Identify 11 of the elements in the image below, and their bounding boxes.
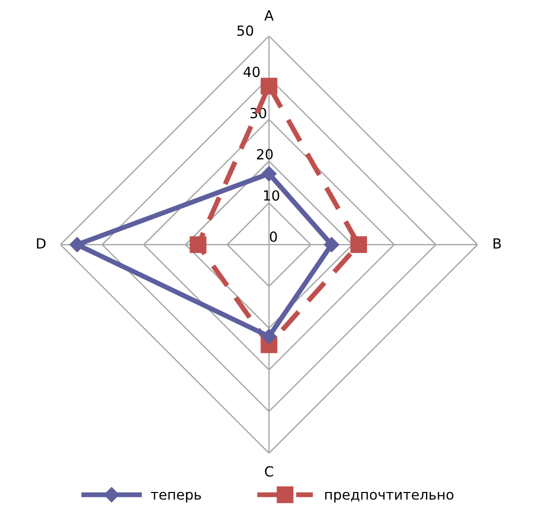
spoke-label: D [36, 238, 46, 248]
spoke-label: C [264, 466, 274, 477]
y-tick-label: 50 [237, 25, 254, 36]
legend-label: теперь [150, 492, 201, 502]
y-tick-label: 20 [256, 149, 273, 160]
spoke-label: B [494, 238, 501, 248]
spoke-label: A [264, 10, 274, 20]
legend-label: предпочтительно [325, 492, 454, 502]
y-tick-label: 40 [244, 66, 260, 78]
y-tick-label: 0 [270, 231, 277, 242]
y-tick-label: 10 [264, 190, 280, 201]
